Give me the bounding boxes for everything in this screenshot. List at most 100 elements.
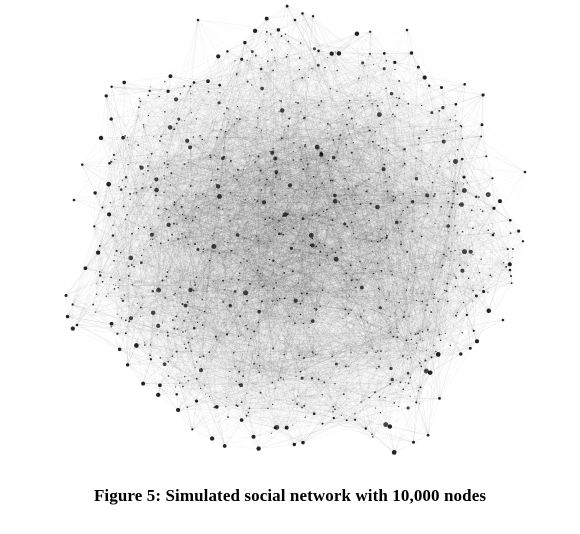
network-node [393, 199, 395, 202]
network-node [292, 399, 294, 401]
network-node [276, 299, 278, 302]
network-node [421, 300, 424, 303]
network-node [446, 224, 451, 228]
network-node [409, 395, 411, 397]
network-node [355, 123, 357, 125]
network-node [435, 352, 441, 357]
network-node [122, 205, 125, 208]
network-node [303, 116, 306, 119]
network-node [152, 238, 154, 240]
network-node [300, 158, 302, 161]
network-node [270, 432, 272, 434]
network-node [243, 304, 245, 305]
network-node [510, 282, 513, 284]
network-node [435, 350, 437, 353]
network-node [230, 278, 232, 280]
network-node [467, 182, 469, 184]
network-node [274, 388, 276, 390]
network-node [185, 330, 187, 332]
network-node [481, 93, 485, 97]
network-node [375, 204, 380, 210]
network-node [181, 303, 184, 306]
network-node [331, 219, 334, 222]
network-node [312, 47, 317, 51]
network-node [205, 196, 207, 197]
network-node [299, 249, 301, 251]
network-node [298, 354, 301, 357]
network-node [212, 251, 214, 253]
network-node [120, 298, 122, 300]
network-node [165, 208, 168, 211]
network-node [347, 188, 350, 190]
network-node [433, 195, 435, 198]
network-node [273, 193, 276, 196]
network-node [336, 160, 338, 162]
network-node [454, 225, 456, 227]
network-node [228, 303, 232, 308]
network-node [347, 312, 350, 315]
network-node [257, 354, 259, 357]
network-node [433, 352, 435, 354]
network-node [184, 236, 187, 238]
network-node [292, 159, 295, 161]
network-node [323, 381, 326, 384]
network-node [301, 406, 303, 409]
network-node [229, 192, 231, 193]
network-node [400, 221, 402, 223]
network-node [396, 96, 398, 98]
network-node [143, 226, 146, 229]
network-node [122, 80, 127, 85]
network-node [253, 363, 255, 365]
network-node [447, 192, 450, 194]
network-node [195, 118, 198, 120]
network-node [385, 299, 387, 301]
network-node [391, 450, 397, 455]
network-node [201, 138, 203, 141]
network-node [384, 397, 386, 399]
network-node [287, 183, 293, 188]
network-node [385, 87, 387, 90]
network-node [455, 183, 457, 185]
network-node [366, 75, 368, 77]
network-node [164, 80, 166, 83]
network-node [446, 282, 449, 285]
network-node [401, 355, 404, 357]
network-node [398, 227, 399, 229]
network-node [349, 133, 351, 135]
network-node [295, 101, 297, 103]
network-node [175, 315, 178, 318]
network-node [315, 354, 317, 356]
network-node [150, 310, 156, 315]
network-node [153, 136, 155, 138]
network-node [112, 224, 114, 226]
network-node [332, 405, 335, 408]
network-node [233, 123, 235, 125]
network-node [172, 319, 174, 321]
network-node [141, 187, 144, 190]
network-node [396, 336, 399, 339]
network-node [128, 255, 134, 261]
network-node [403, 311, 405, 313]
network-node [180, 205, 183, 208]
network-node [501, 318, 505, 322]
network-node [261, 285, 264, 288]
network-node [233, 290, 237, 293]
network-node [367, 126, 369, 128]
network-node [338, 201, 340, 203]
network-node [110, 326, 112, 328]
network-node [336, 90, 338, 92]
network-node [381, 101, 383, 103]
network-node [415, 190, 417, 193]
network-node [188, 287, 193, 293]
network-node [166, 334, 169, 337]
network-node [190, 350, 192, 352]
network-node [230, 249, 233, 252]
network-node [150, 186, 152, 189]
network-node [344, 365, 347, 368]
network-node [121, 179, 123, 181]
network-node [256, 446, 261, 451]
network-node [298, 68, 301, 71]
network-node [94, 311, 96, 313]
edge-bundle-dense-core [150, 93, 444, 383]
network-node [297, 395, 299, 397]
